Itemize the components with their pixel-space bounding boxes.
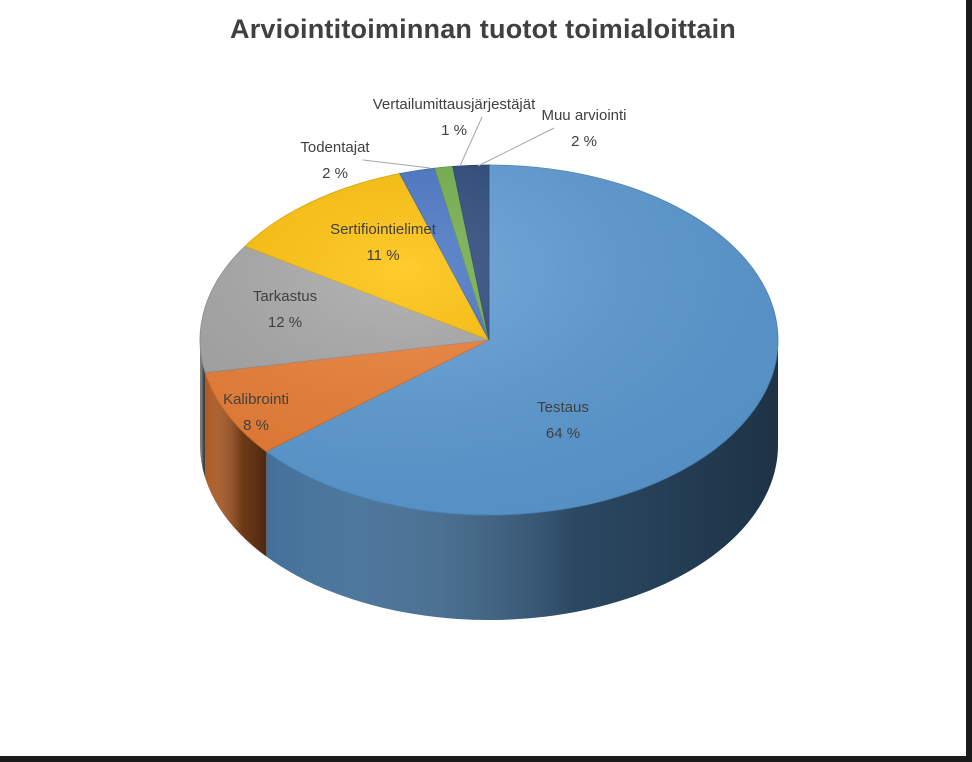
data-label-name-tarkastus: Tarkastus [253,288,317,305]
slice-side-shade-testaus [266,340,778,620]
leader-line-vertailumittausjarjestajat [459,116,483,167]
leader-line-muu-arviointi [477,127,555,167]
data-label-value-vertailumittausjarjestajat: 1 % [441,122,467,139]
data-label-value-kalibrointi: 8 % [243,417,269,434]
slice-side-shade-tarkastus [200,340,206,478]
pie-top-shading [200,165,778,515]
data-label-value-tarkastus: 12 % [268,314,302,331]
chart-title: Arviointitoiminnan tuotot toimialoittain [230,14,736,44]
data-label-value-muu-arviointi: 2 % [571,133,597,150]
slice-side-shade-kalibrointi [205,372,267,557]
data-label-value-testaus: 64 % [546,425,580,442]
data-label-name-todentajat: Todentajat [300,139,370,156]
data-label-name-vertailumittausjarjestajat: Vertailumittausjärjestäjät [373,96,536,113]
data-label-value-todentajat: 2 % [322,165,348,182]
data-label-name-sertifiointielimet: Sertifiointielimet [330,221,437,238]
data-label-name-testaus: Testaus [537,399,589,416]
data-label-name-muu-arviointi: Muu arviointi [541,107,626,124]
leader-line-todentajat [362,159,431,169]
data-label-name-kalibrointi: Kalibrointi [223,391,289,408]
data-label-value-sertifiointielimet: 11 % [366,247,399,264]
